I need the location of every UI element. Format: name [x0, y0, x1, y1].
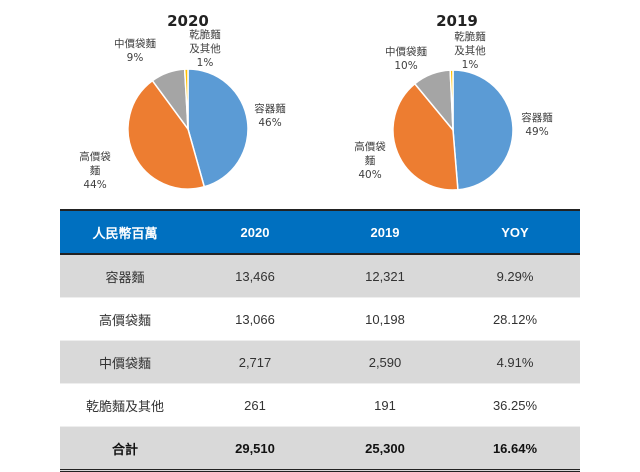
header-unit: 人民幣百萬: [60, 210, 190, 255]
cell: 13,466: [190, 253, 320, 298]
revenue-table: 人民幣百萬 2020 2019 YOY 容器麵 13,466 12,321 9.29%…: [60, 209, 580, 472]
pie-title: 2020: [167, 12, 209, 30]
pie-data-label: 乾脆麵及其他 1%: [189, 28, 221, 69]
pie-data-label: 乾脆麵及其他 1%: [454, 30, 486, 71]
pie-slice-3: [449, 69, 454, 131]
table-row: 容器麵 13,466 12,321 9.29%: [60, 253, 580, 298]
table-row: 高價袋麵 13,066 10,198 28.12%: [60, 297, 580, 341]
header-2019: 2019: [320, 210, 450, 255]
cell: 2,717: [190, 340, 320, 384]
cell: 13,066: [190, 297, 320, 341]
cell: 4.91%: [450, 340, 580, 384]
cell: 261: [190, 383, 320, 427]
pie-slice-0: [187, 68, 249, 188]
cell: 191: [320, 383, 450, 427]
header-2020: 2020: [190, 210, 320, 255]
pie-data-label: 中價袋麵 9%: [114, 37, 156, 64]
cell: 28.12%: [450, 297, 580, 341]
pie-slice-1: [127, 79, 206, 190]
cell: 乾脆麵及其他: [60, 383, 190, 427]
pie-title: 2019: [436, 12, 478, 30]
pie-data-label: 容器麵 49%: [521, 111, 553, 138]
table-row: 中價袋麵 2,717 2,590 4.91%: [60, 340, 580, 384]
pie-data-label: 容器麵 46%: [254, 102, 286, 129]
cell: 10,198: [320, 297, 450, 341]
cell: 中價袋麵: [60, 340, 190, 384]
pie-slice-1: [392, 82, 459, 191]
cell: 9.29%: [450, 253, 580, 298]
pie-slice-3: [183, 68, 189, 130]
pie-data-label: 高價袋麵 40%: [354, 140, 386, 181]
table-header-row: 人民幣百萬 2020 2019 YOY: [60, 210, 580, 255]
cell: 16.64%: [450, 426, 580, 471]
pie-data-label: 高價袋麵 44%: [79, 150, 111, 191]
cell: 2,590: [320, 340, 450, 384]
cell: 容器麵: [60, 253, 190, 298]
cell: 高價袋麵: [60, 297, 190, 341]
table-row: 乾脆麵及其他 261 191 36.25%: [60, 383, 580, 427]
header-yoy: YOY: [450, 210, 580, 255]
cell: 合計: [60, 426, 190, 471]
cell: 12,321: [320, 253, 450, 298]
cell: 36.25%: [450, 383, 580, 427]
cell: 29,510: [190, 426, 320, 471]
pie-data-label: 中價袋麵 10%: [385, 45, 427, 72]
cell: 25,300: [320, 426, 450, 471]
table-total-row: 合計 29,510 25,300 16.64%: [60, 426, 580, 471]
pie-slice-0: [452, 69, 514, 191]
